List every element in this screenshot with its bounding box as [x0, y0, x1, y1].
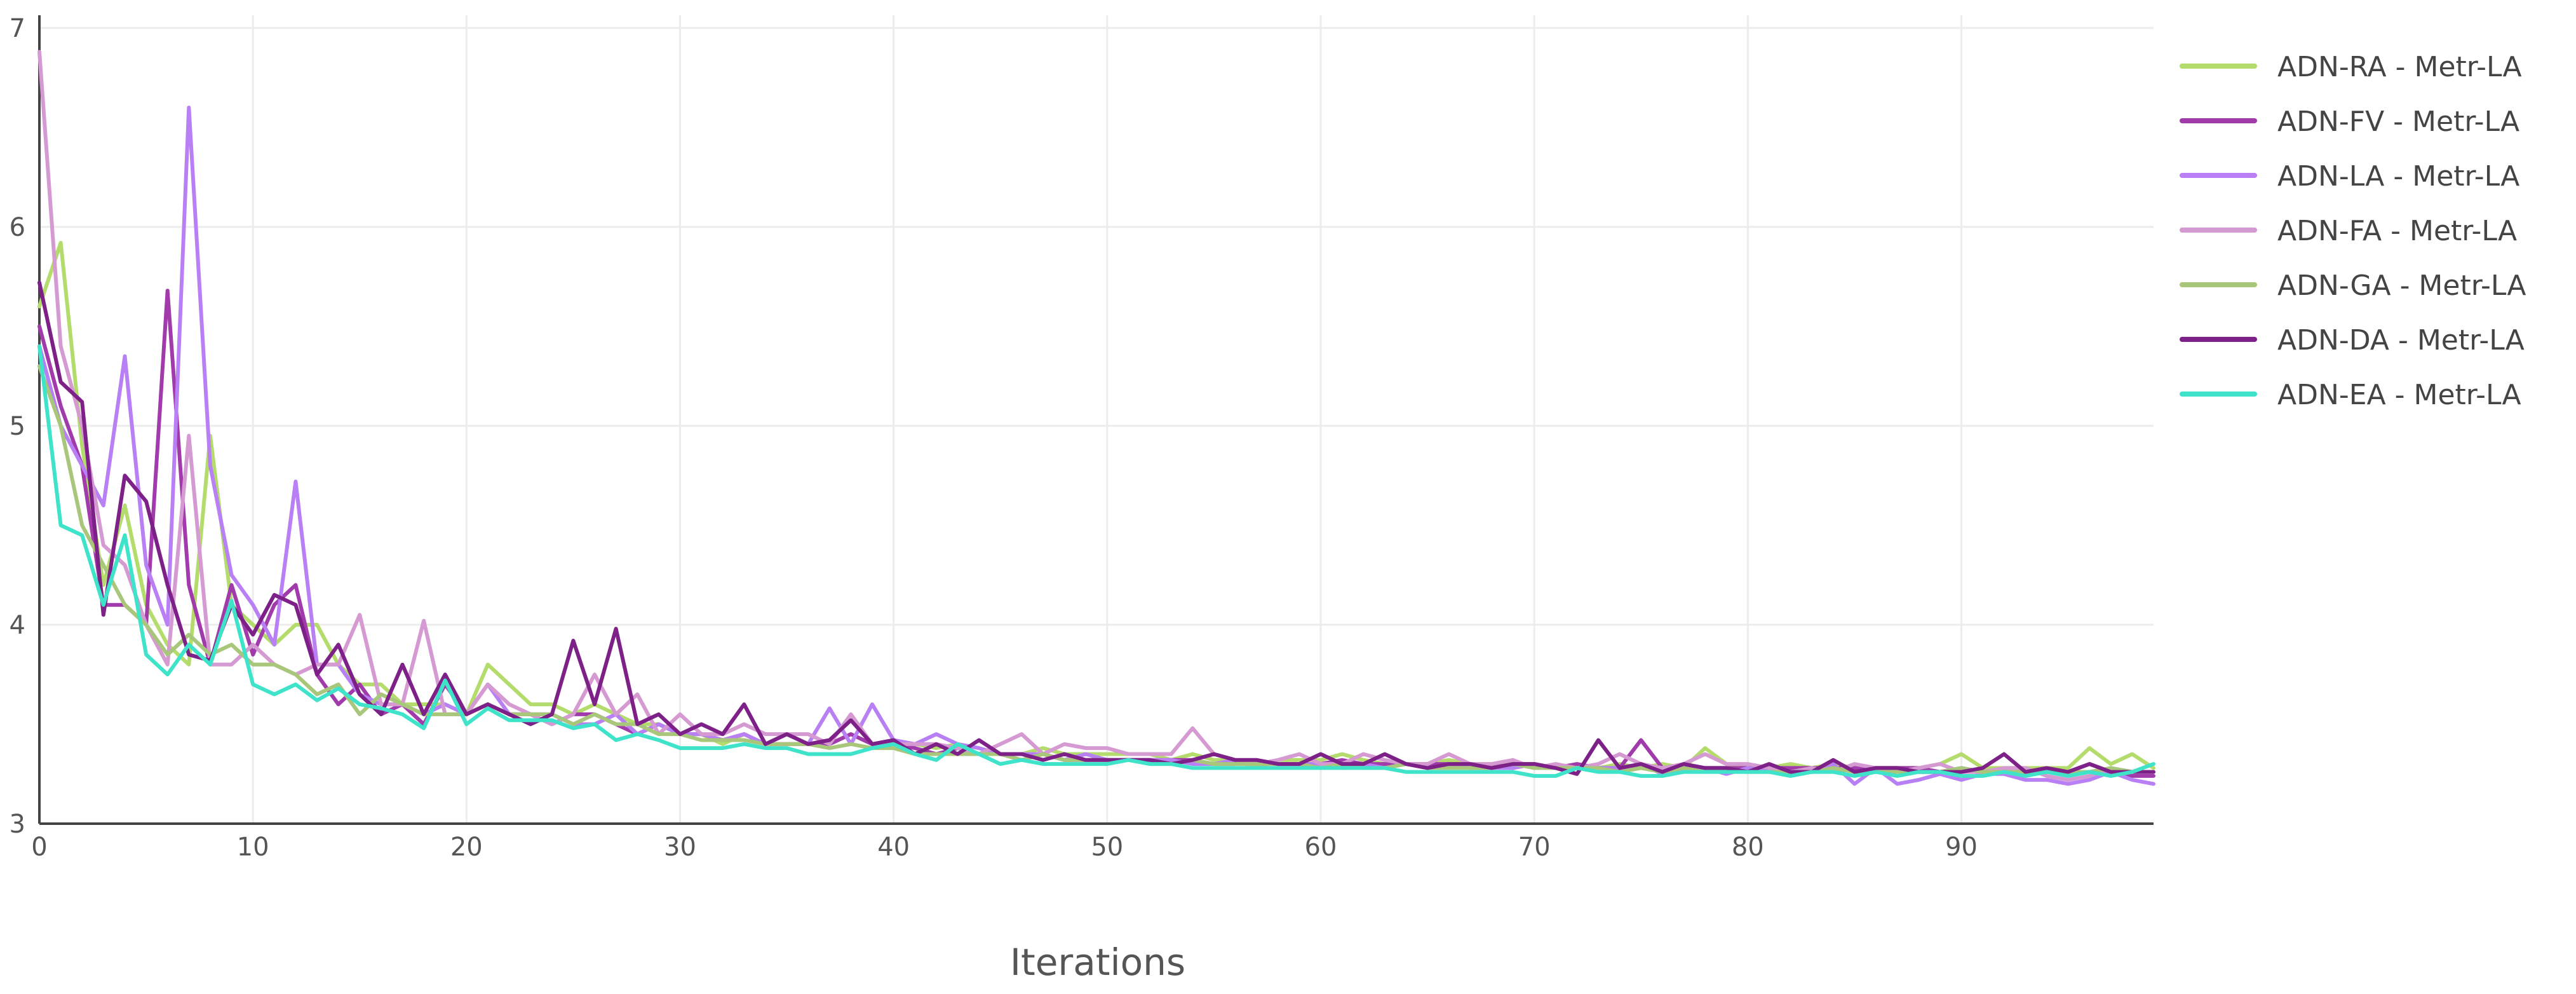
series-line-5	[37, 364, 2155, 774]
chart-axes	[38, 15, 2154, 825]
x-tick-label: 50	[1091, 833, 1123, 862]
legend-label: ADN-RA - Metr-LA	[2277, 51, 2522, 83]
y-tick-label: 4	[10, 611, 25, 640]
chart-series	[37, 50, 2155, 786]
x-tick-label: 30	[664, 833, 696, 862]
x-tick-label: 10	[237, 833, 269, 862]
x-tick-label: 20	[450, 833, 483, 862]
legend-label: ADN-EA - Metr-LA	[2277, 379, 2521, 411]
x-tick-label: 90	[1945, 833, 1978, 862]
legend-item[interactable]: ADN-LA - Metr-LA	[2180, 160, 2519, 193]
series-line-6	[37, 280, 2155, 776]
legend-label: ADN-GA - Metr-LA	[2277, 269, 2526, 302]
legend-item[interactable]: ADN-RA - Metr-LA	[2180, 51, 2522, 83]
legend-item[interactable]: ADN-DA - Metr-LA	[2180, 324, 2525, 357]
legend-label: ADN-FA - Metr-LA	[2277, 215, 2517, 247]
legend-item[interactable]: ADN-FA - Metr-LA	[2180, 215, 2517, 247]
series-line-4	[37, 50, 2155, 782]
x-tick-label: 80	[1732, 833, 1764, 862]
x-tick-label: 70	[1518, 833, 1551, 862]
legend-item[interactable]: ADN-EA - Metr-LA	[2180, 379, 2521, 411]
x-tick-label: 0	[31, 833, 47, 862]
series-line-1	[37, 241, 2155, 770]
y-tick-label: 5	[10, 412, 25, 441]
chart-tick-labels: 0 10 20 30 40 50 60 70 80 90 3 4 5 6 7	[10, 14, 1978, 862]
x-tick-label: 40	[877, 833, 910, 862]
legend-label: ADN-DA - Metr-LA	[2277, 324, 2525, 357]
y-tick-label: 6	[10, 213, 25, 242]
legend-label: ADN-FV - Metr-LA	[2277, 106, 2519, 138]
y-tick-label: 7	[10, 14, 25, 43]
chart-legend[interactable]: ADN-RA - Metr-LA ADN-FV - Metr-LA ADN-LA -…	[2180, 51, 2526, 411]
legend-item[interactable]: ADN-GA - Metr-LA	[2180, 269, 2526, 302]
legend-label: ADN-LA - Metr-LA	[2277, 160, 2519, 193]
x-axis-label: Iterations	[1010, 941, 1185, 984]
series-line-7	[37, 344, 2155, 778]
legend-item[interactable]: ADN-FV - Metr-LA	[2180, 106, 2519, 138]
y-tick-label: 3	[10, 810, 25, 839]
chart-grid	[39, 15, 2154, 824]
x-tick-label: 60	[1305, 833, 1337, 862]
